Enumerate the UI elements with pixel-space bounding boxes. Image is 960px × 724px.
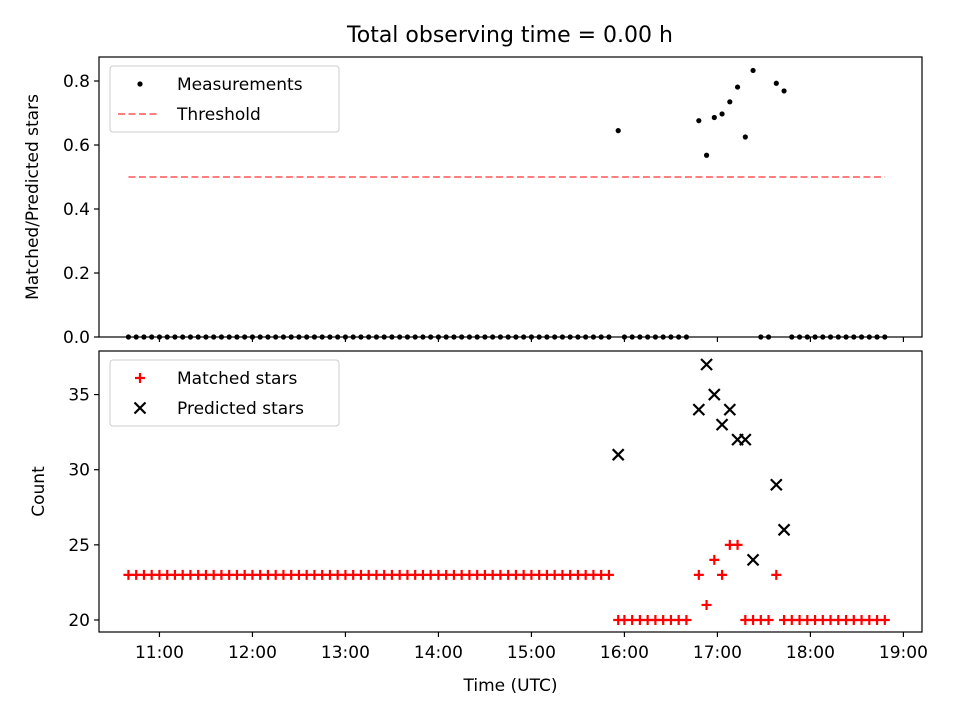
top-panel: 0.00.20.40.60.8 Matched/Predicted stars … (23, 56, 923, 348)
top-y-tick-label: 0.2 (63, 264, 90, 284)
bottom-y-tick-label: 20 (68, 611, 90, 631)
predicted-star-point (746, 553, 760, 567)
x-tick-label: 18:00 (786, 643, 835, 663)
predicted-star-point (723, 403, 737, 416)
top-y-axis-label: Matched/Predicted stars (23, 94, 43, 300)
bottom-legend-marker (135, 373, 145, 383)
top-y-ticks: 0.0 0.2 0.4 0.6 0.8 (63, 72, 99, 348)
measurement-point (615, 128, 621, 134)
matched-star-point (717, 569, 728, 580)
chart-title: Total observing time = 0.00 h (346, 23, 673, 48)
x-tick-label: 14:00 (414, 643, 463, 663)
top-y-tick-label: 0.6 (63, 136, 90, 156)
x-tick-label: 19:00 (879, 643, 928, 663)
bottom-plot-area (123, 358, 890, 625)
matched-star-point (732, 539, 743, 550)
bottom-x-ticks: 11:00 12:00 13:00 14:00 15:00 16:00 17:00 18:00… (135, 632, 928, 663)
top-plot-area (125, 67, 888, 340)
bottom-y-tick-label: 30 (68, 461, 90, 481)
x-tick-label: 16:00 (600, 643, 649, 663)
predicted-star-point (715, 418, 729, 431)
predicted-star-point (692, 403, 706, 416)
bottom-y-tick-label: 35 (68, 386, 90, 406)
predicted-star-point (708, 388, 721, 401)
bottom-legend-marker (133, 401, 147, 415)
top-y-tick-label: 0.4 (63, 200, 90, 220)
top-legend-box (109, 65, 340, 133)
bottom-axes-frame (98, 350, 923, 633)
x-tick-label: 15:00 (507, 643, 556, 663)
bottom-legend-box (109, 359, 340, 427)
predicted-star-point (700, 358, 713, 371)
measurement-point (696, 118, 702, 124)
bottom-legend-label: Predicted stars (177, 399, 304, 419)
matched-star-point (693, 569, 704, 580)
top-legend-label: Measurements (177, 75, 303, 95)
matched-star-point (709, 554, 720, 565)
measurement-point (734, 84, 741, 90)
top-axes-frame (98, 56, 923, 338)
matched-star-point (603, 569, 614, 580)
measurement-point (781, 88, 787, 94)
predicted-star-point (611, 448, 625, 461)
predicted-star-point (739, 433, 752, 446)
top-y-tick-label: 0.0 (63, 328, 90, 348)
x-axis-label: Time (UTC) (463, 676, 558, 696)
measurement-point (750, 67, 756, 74)
top-y-tick-label: 0.8 (63, 72, 90, 92)
top-legend-label: Threshold (176, 105, 261, 125)
matched-star-point (701, 599, 712, 610)
measurement-point (711, 114, 717, 121)
x-tick-label: 12:00 (228, 643, 277, 663)
x-tick-label: 17:00 (693, 643, 742, 663)
measurement-point (719, 111, 725, 117)
matched-star-point (879, 614, 890, 625)
top-legend: Measurements Threshold (109, 65, 340, 133)
measurement-point (727, 99, 733, 105)
measurement-point (703, 152, 710, 158)
bottom-y-ticks: 20 25 30 35 (68, 386, 99, 631)
matched-star-point (681, 614, 692, 625)
bottom-y-axis-label: Count (29, 466, 49, 517)
bottom-legend-label: Matched stars (177, 369, 297, 389)
x-tick-label: 13:00 (321, 643, 370, 663)
predicted-star-point (770, 478, 783, 492)
predicted-star-point (777, 523, 791, 537)
measurement-point (742, 134, 748, 140)
top-legend-marker (137, 81, 143, 87)
x-tick-label: 11:00 (135, 643, 184, 663)
matched-star-point (763, 614, 774, 625)
bottom-y-tick-label: 25 (68, 536, 90, 556)
bottom-legend: Matched stars Predicted stars (109, 359, 340, 427)
measurement-point (773, 80, 779, 86)
matched-star-point (771, 569, 782, 580)
